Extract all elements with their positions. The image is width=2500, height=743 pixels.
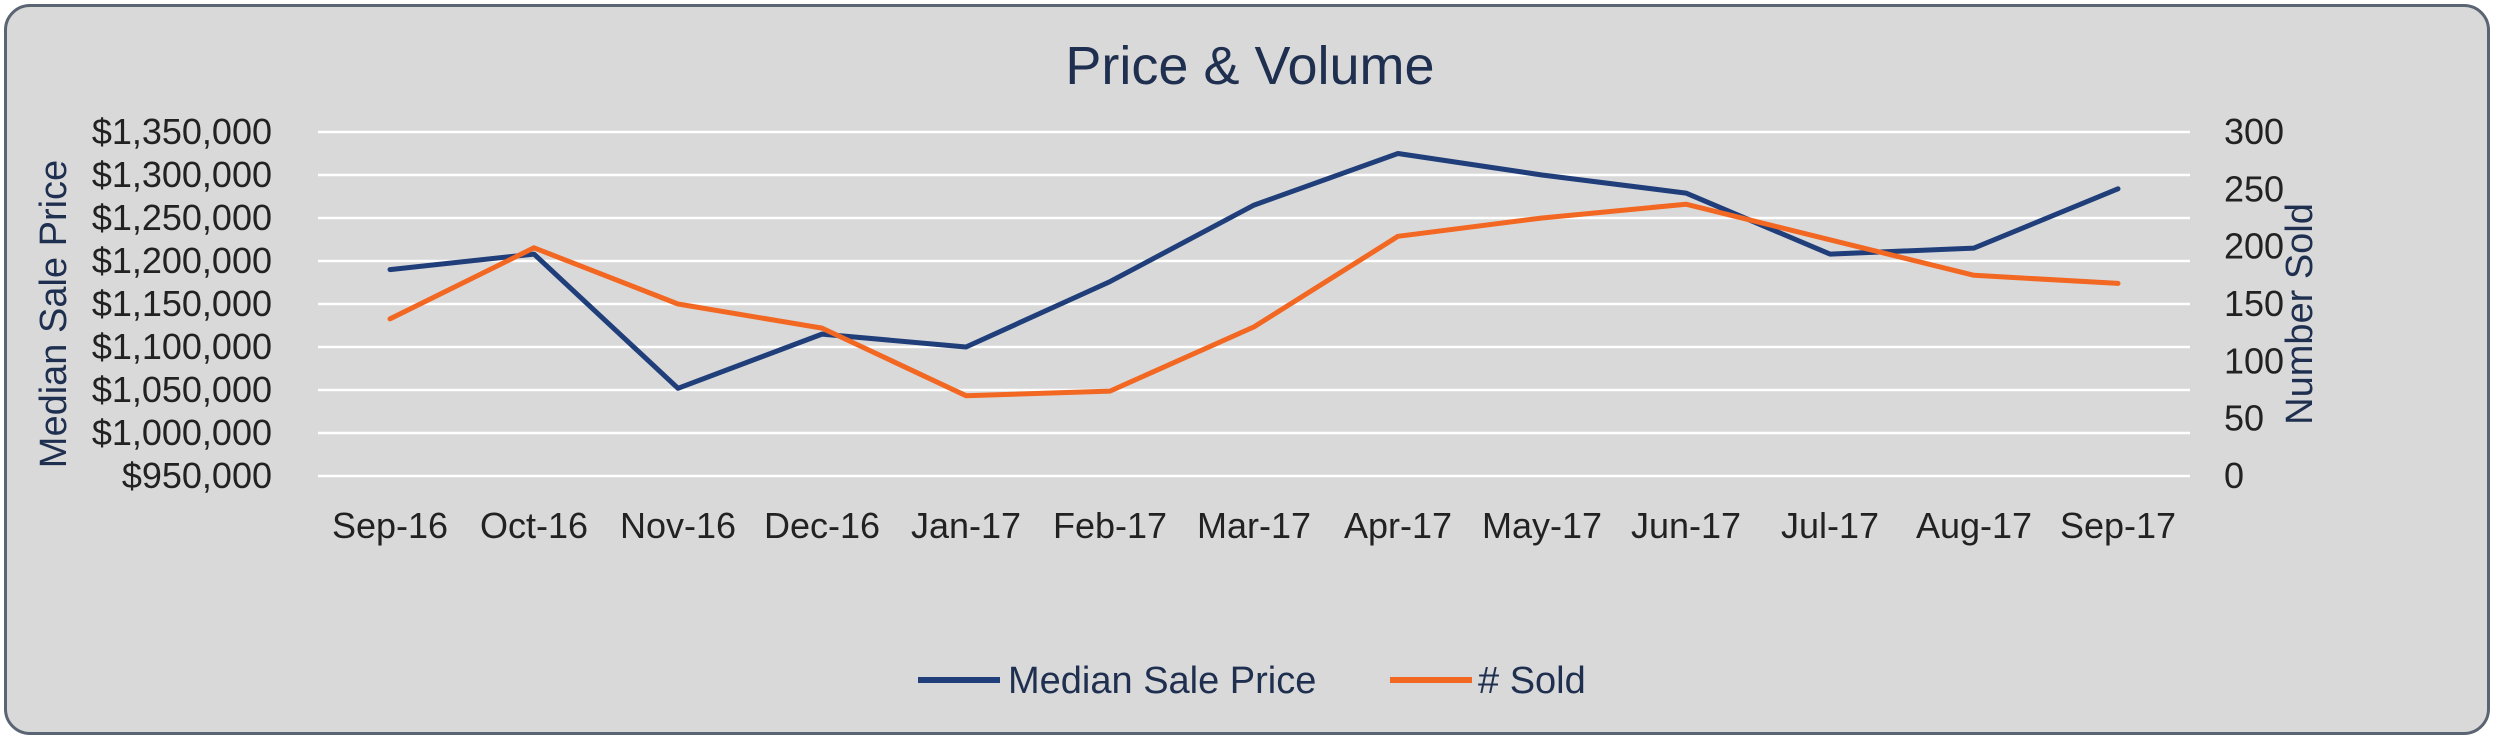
x-tick-label: May-17 — [1482, 505, 1602, 546]
x-tick-label: Nov-16 — [620, 505, 736, 546]
chart-panel — [4, 4, 2490, 735]
left-tick-label: $1,050,000 — [92, 369, 272, 410]
gridlines — [318, 130, 2190, 478]
x-tick-label: Mar-17 — [1197, 505, 1311, 546]
right-tick-label: 100 — [2224, 340, 2284, 381]
x-tick-label: Sep-16 — [332, 505, 448, 546]
left-tick-label: $1,250,000 — [92, 197, 272, 238]
right-axis-ticks: 300 250 200 150 100 50 0 — [2224, 111, 2284, 496]
x-axis-ticks: Sep-16 Oct-16 Nov-16 Dec-16 Jan-17 Feb-17 Mar-… — [332, 505, 2176, 546]
right-tick-label: 150 — [2224, 283, 2284, 324]
series-lines — [387, 151, 2121, 399]
left-axis-title: Median Sale Price — [33, 160, 75, 468]
left-tick-label: $1,300,000 — [92, 154, 272, 195]
left-tick-label: $950,000 — [122, 455, 272, 496]
legend-label: # Sold — [1478, 660, 1586, 702]
x-tick-label: Jun-17 — [1631, 505, 1741, 546]
right-tick-label: 200 — [2224, 226, 2284, 267]
x-tick-label: Dec-16 — [764, 505, 880, 546]
chart-title: Price & Volume — [1065, 36, 1434, 96]
right-axis-title: Number Sold — [2279, 203, 2321, 425]
x-tick-label: Jan-17 — [911, 505, 1021, 546]
x-tick-label: Aug-17 — [1916, 505, 2032, 546]
left-tick-label: $1,000,000 — [92, 412, 272, 453]
right-tick-label: 50 — [2224, 398, 2264, 439]
x-tick-label: Jul-17 — [1781, 505, 1879, 546]
left-tick-label: $1,150,000 — [92, 283, 272, 324]
right-tick-label: 300 — [2224, 111, 2284, 152]
left-tick-label: $1,100,000 — [92, 326, 272, 367]
series-line-price — [387, 151, 2121, 391]
series-line-sold — [387, 201, 2121, 399]
left-axis-ticks: $1,350,000$1,300,000$1,250,000$1,200,000… — [92, 111, 272, 496]
legend: Median Sale Price # Sold — [918, 660, 1586, 702]
right-tick-label: 250 — [2224, 168, 2284, 209]
x-tick-label: Sep-17 — [2060, 505, 2176, 546]
x-tick-label: Feb-17 — [1053, 505, 1167, 546]
right-tick-label: 0 — [2224, 455, 2244, 496]
left-tick-label: $1,200,000 — [92, 240, 272, 281]
x-tick-label: Oct-16 — [480, 505, 588, 546]
x-tick-label: Apr-17 — [1344, 505, 1452, 546]
left-tick-label: $1,350,000 — [92, 111, 272, 152]
legend-label: Median Sale Price — [1008, 660, 1316, 702]
